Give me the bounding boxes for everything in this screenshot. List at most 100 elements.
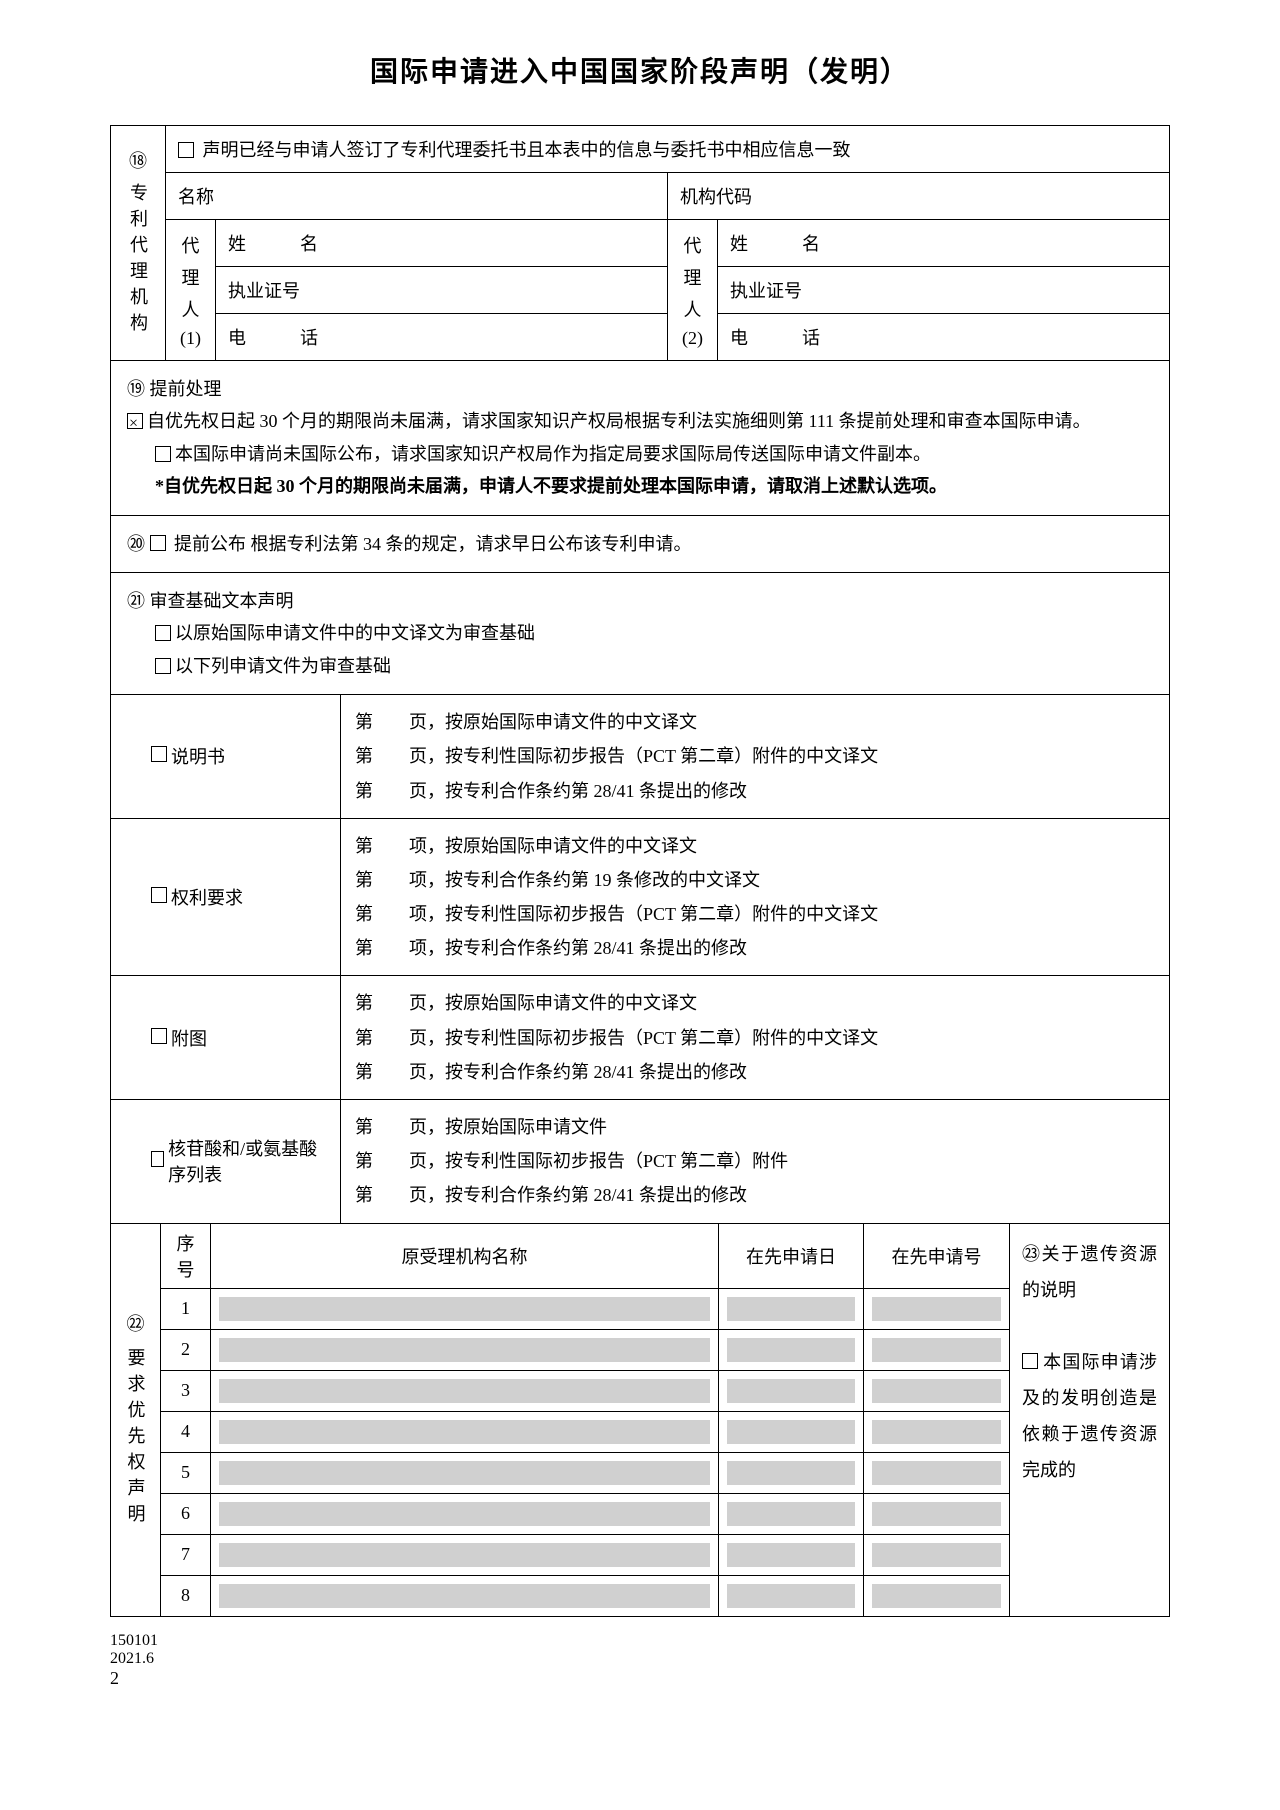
claims-line-2: 第 项，按专利合作条约第 19 条修改的中文译文 [355, 863, 1155, 897]
form-table: ⑱ 专利代理机构 声明已经与申请人签订了专利代理委托书且本表中的信息与委托书中相… [110, 125, 1170, 1617]
footer-code: 150101 [110, 1632, 1170, 1650]
agent2-name-label: 姓 名 [730, 230, 838, 256]
priority-date-field[interactable] [727, 1379, 855, 1403]
spec-line-3: 第 页，按专利合作条约第 28/41 条提出的修改 [355, 774, 1155, 808]
priority-appnum-field[interactable] [872, 1338, 1001, 1362]
checkbox-not-published[interactable] [155, 446, 171, 462]
header-appnum: 在先申请号 [864, 1224, 1009, 1288]
section-21-title: 审查基础文本声明 [150, 591, 294, 611]
footer-date: 2021.6 [110, 1650, 1170, 1668]
priority-row: 5 [161, 1453, 1009, 1494]
agent1-phone-label: 电 话 [228, 324, 336, 350]
priority-seq: 8 [161, 1576, 211, 1616]
agent1-license-label: 执业证号 [228, 277, 300, 303]
priority-date-field[interactable] [727, 1420, 855, 1444]
doc-claims-row: 权利要求 第 项，按原始国际申请文件的中文译文 第 项，按专利合作条约第 19 … [111, 819, 1169, 977]
checkbox-claims[interactable] [151, 887, 167, 903]
early-processing-note: *自优先权日起 30 个月的期限尚未届满，申请人不要求提前处理本国际申请，请取消… [127, 470, 1153, 502]
priority-row: 8 [161, 1576, 1009, 1616]
priority-seq: 3 [161, 1371, 211, 1411]
section-22-label: 要求优先权声明 [123, 1348, 149, 1530]
section-22-23: ㉒ 要求优先权声明 序号 原受理机构名称 在先申请日 在先申请号 1234567… [111, 1224, 1169, 1616]
doc-specification-row: 说明书 第 页，按原始国际申请文件的中文译文 第 页，按专利性国际初步报告（PC… [111, 695, 1169, 819]
priority-org-field[interactable] [219, 1502, 710, 1526]
spec-line-2: 第 页，按专利性国际初步报告（PCT 第二章）附件的中文译文 [355, 739, 1155, 773]
checkbox-sequence[interactable] [151, 1151, 164, 1167]
doc-sequence-row: 核苷酸和/或氨基酸序列表 第 页，按原始国际申请文件 第 页，按专利性国际初步报… [111, 1100, 1169, 1224]
checkbox-early-publish[interactable] [150, 535, 166, 551]
checkbox-specification[interactable] [151, 746, 167, 762]
header-seq: 序号 [161, 1224, 211, 1288]
checkbox-drawings[interactable] [151, 1028, 167, 1044]
priority-row: 3 [161, 1371, 1009, 1412]
priority-org-field[interactable] [219, 1379, 710, 1403]
header-date: 在先申请日 [719, 1224, 864, 1288]
checkbox-exam-basis-2[interactable] [155, 658, 171, 674]
priority-appnum-field[interactable] [872, 1461, 1001, 1485]
page-footer: 150101 2021.6 2 [110, 1632, 1170, 1689]
priority-appnum-field[interactable] [872, 1543, 1001, 1567]
priority-row: 2 [161, 1330, 1009, 1371]
priority-appnum-field[interactable] [872, 1297, 1001, 1321]
priority-rows-container: 12345678 [161, 1289, 1009, 1616]
priority-org-field[interactable] [219, 1584, 710, 1608]
spec-line-1: 第 页，按原始国际申请文件的中文译文 [355, 705, 1155, 739]
seq-line-2: 第 页，按专利性国际初步报告（PCT 第二章）附件 [355, 1144, 1155, 1178]
agent2-phone-label: 电 话 [730, 324, 838, 350]
section-22-number: ㉒ [127, 1310, 145, 1336]
section-23-number: ㉓ [1022, 1236, 1040, 1272]
checkbox-genetic-resource[interactable] [1022, 1353, 1038, 1369]
priority-date-field[interactable] [727, 1461, 855, 1485]
priority-appnum-field[interactable] [872, 1420, 1001, 1444]
section-20-early-publication: ⑳ 提前公布 根据专利法第 34 条的规定，请求早日公布该专利申请。 [111, 516, 1169, 573]
priority-date-field[interactable] [727, 1297, 855, 1321]
claims-line-3: 第 项，按专利性国际初步报告（PCT 第二章）附件的中文译文 [355, 897, 1155, 931]
priority-seq: 6 [161, 1494, 211, 1534]
drawings-line-1: 第 页，按原始国际申请文件的中文译文 [355, 986, 1155, 1020]
agent2-license-label: 执业证号 [730, 277, 802, 303]
doc-drawings-row: 附图 第 页，按原始国际申请文件的中文译文 第 页，按专利性国际初步报告（PCT… [111, 976, 1169, 1100]
priority-org-field[interactable] [219, 1461, 710, 1485]
agency-code-label: 机构代码 [680, 187, 752, 207]
section-20-number: ⑳ [127, 528, 145, 560]
checkbox-agency-declaration[interactable] [178, 142, 194, 158]
agent2-header: 代 [684, 232, 702, 258]
priority-org-field[interactable] [219, 1420, 710, 1444]
section-21-number: ㉑ [127, 585, 145, 617]
claims-line-1: 第 项，按原始国际申请文件的中文译文 [355, 829, 1155, 863]
page-title: 国际申请进入中国国家阶段声明（发明） [110, 50, 1170, 90]
section-19-number: ⑲ [127, 373, 145, 405]
checkbox-early-processing[interactable] [127, 413, 143, 429]
priority-date-field[interactable] [727, 1584, 855, 1608]
early-publish-text: 提前公布 根据专利法第 34 条的规定，请求早日公布该专利申请。 [174, 534, 692, 554]
priority-date-field[interactable] [727, 1338, 855, 1362]
early-processing-opt1: 自优先权日起 30 个月的期限尚未届满，请求国家知识产权局根据专利法实施细则第 … [147, 411, 1091, 431]
priority-date-field[interactable] [727, 1543, 855, 1567]
priority-appnum-field[interactable] [872, 1502, 1001, 1526]
section-23-genetic-resource: ㉓关于遗传资源的说明 本国际申请涉及的发明创造是依赖于遗传资源完成的 [1009, 1224, 1169, 1616]
priority-appnum-field[interactable] [872, 1584, 1001, 1608]
sequence-label: 核苷酸和/或氨基酸序列表 [168, 1135, 330, 1187]
priority-seq: 5 [161, 1453, 211, 1493]
priority-org-field[interactable] [219, 1338, 710, 1362]
claims-label: 权利要求 [171, 884, 243, 910]
agent1-header: 代 [182, 232, 200, 258]
agent1-name-label: 姓 名 [228, 230, 336, 256]
section-18-label: 专利代理机构 [125, 183, 151, 339]
genetic-resource-text: 本国际申请涉及的发明创造是依赖于遗传资源完成的 [1022, 1352, 1157, 1480]
priority-org-field[interactable] [219, 1543, 710, 1567]
priority-appnum-field[interactable] [872, 1379, 1001, 1403]
claims-line-4: 第 项，按专利合作条约第 28/41 条提出的修改 [355, 931, 1155, 965]
priority-org-field[interactable] [219, 1297, 710, 1321]
section-18-patent-agency: ⑱ 专利代理机构 声明已经与申请人签订了专利代理委托书且本表中的信息与委托书中相… [111, 126, 1169, 361]
priority-row: 6 [161, 1494, 1009, 1535]
priority-row: 4 [161, 1412, 1009, 1453]
priority-seq: 7 [161, 1535, 211, 1575]
checkbox-exam-basis-1[interactable] [155, 625, 171, 641]
priority-date-field[interactable] [727, 1502, 855, 1526]
section-23-title: 关于遗传资源的说明 [1022, 1244, 1157, 1300]
section-19-early-processing: ⑲ 提前处理 自优先权日起 30 个月的期限尚未届满，请求国家知识产权局根据专利… [111, 361, 1169, 516]
priority-row: 7 [161, 1535, 1009, 1576]
drawings-line-3: 第 页，按专利合作条约第 28/41 条提出的修改 [355, 1055, 1155, 1089]
section-21-examination-basis: ㉑ 审查基础文本声明 以原始国际申请文件中的中文译文为审查基础 以下列申请文件为… [111, 573, 1169, 695]
